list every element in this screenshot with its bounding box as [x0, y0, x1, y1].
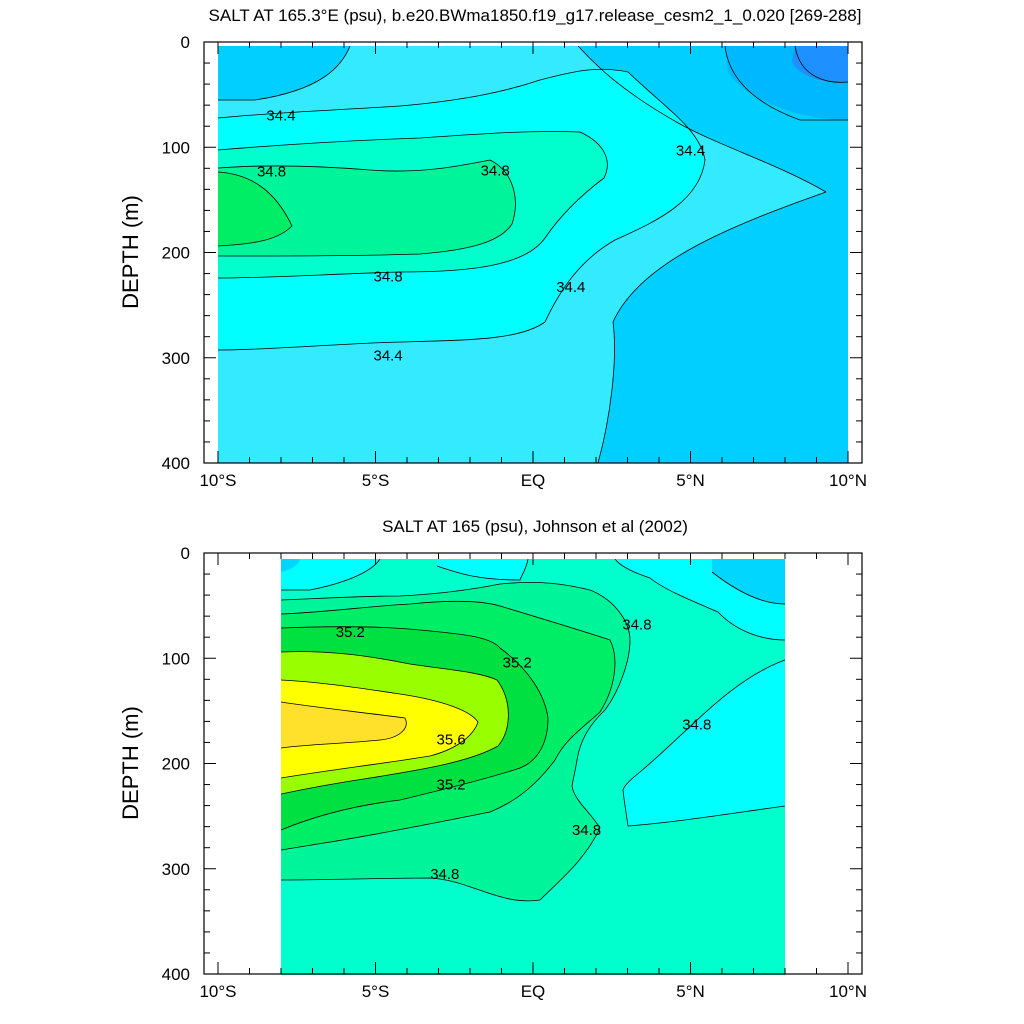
y-axis: 0 100 200 300 400 — [162, 33, 862, 473]
contour-label: 34.4 — [556, 279, 585, 296]
x-tick-label: EQ — [521, 982, 546, 1001]
y-tick-label: 400 — [162, 965, 190, 984]
contour-labels-observed: 35.2 35.2 34.8 34.8 35.6 35.2 34.8 34.8 — [336, 617, 712, 883]
panel-observed-salinity: 35.2 35.2 34.8 34.8 35.6 35.2 34.8 34.8 10°S 5°S… — [118, 517, 867, 1001]
contour-label: 35.2 — [503, 654, 532, 671]
contour-label: 34.4 — [676, 142, 705, 159]
y-tick-label: 100 — [162, 138, 190, 157]
contour-lines-model — [218, 46, 848, 463]
contour-label: 34.4 — [373, 348, 402, 365]
chart-title: SALT AT 165.3°E (psu), b.e20.BWma1850.f1… — [209, 6, 862, 25]
y-tick-label: 100 — [162, 649, 190, 668]
y-tick-label: 200 — [162, 244, 190, 263]
x-axis: 10°S 5°S EQ 5°N 10°N — [199, 553, 867, 1001]
x-tick-label: 5°S — [362, 982, 390, 1001]
x-tick-label: 10°S — [199, 471, 236, 490]
y-tick-label: 300 — [162, 349, 190, 368]
x-tick-label: 10°N — [829, 471, 867, 490]
contour-labels-model: 34.4 34.8 34.8 34.4 34.8 34.4 34.4 — [257, 108, 705, 365]
contour-label: 35.2 — [336, 624, 365, 641]
y-tick-label: 400 — [162, 454, 190, 473]
x-tick-label: 5°S — [362, 471, 390, 490]
x-tick-label: EQ — [521, 471, 546, 490]
contour-lines-observed — [281, 559, 785, 902]
contour-fill-model — [218, 46, 848, 463]
x-axis: 10°S 5°S EQ 5°N 10°N — [199, 42, 867, 490]
y-tick-label: 300 — [162, 860, 190, 879]
contour-label: 34.8 — [682, 717, 711, 734]
panel-model-salinity: 34.4 34.8 34.8 34.4 34.8 34.4 34.4 10°S 5°S EQ 5°… — [118, 6, 867, 490]
contour-label: 34.8 — [373, 269, 402, 286]
x-tick-label: 10°N — [829, 982, 867, 1001]
y-tick-label: 0 — [181, 544, 190, 563]
y-axis-label: DEPTH (m) — [118, 195, 143, 309]
contour-label: 34.4 — [266, 108, 295, 125]
x-tick-label: 5°N — [676, 471, 705, 490]
y-axis-label: DEPTH (m) — [118, 706, 143, 820]
x-tick-label: 10°S — [199, 982, 236, 1001]
contour-label: 34.8 — [622, 617, 651, 634]
chart-title: SALT AT 165 (psu), Johnson et al (2002) — [382, 517, 688, 536]
contour-label: 34.8 — [430, 866, 459, 883]
x-tick-label: 5°N — [676, 982, 705, 1001]
y-tick-label: 200 — [162, 755, 190, 774]
contour-label: 35.6 — [436, 731, 465, 748]
contour-label: 34.8 — [481, 162, 510, 179]
y-axis: 0 100 200 300 400 — [162, 544, 862, 984]
contour-label: 34.8 — [572, 822, 601, 839]
y-tick-label: 0 — [181, 33, 190, 52]
contour-label: 35.2 — [436, 777, 465, 794]
contour-label: 34.8 — [257, 163, 286, 180]
